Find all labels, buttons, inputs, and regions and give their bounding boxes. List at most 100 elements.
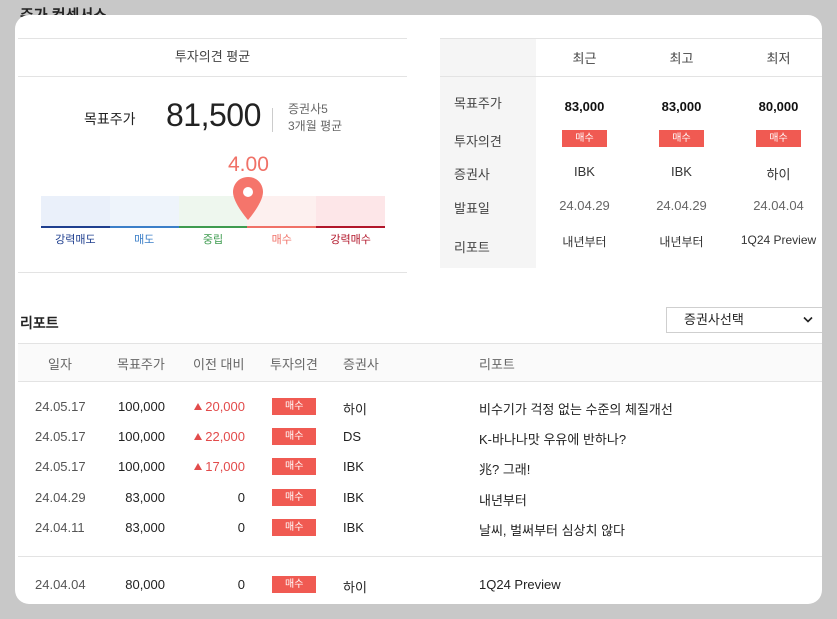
opinion-badge: 매수 (659, 130, 704, 147)
table-row[interactable]: 24.05.17 100,000 22,000 매수 DS K-바나나맛 우유에 반하나? (18, 422, 822, 452)
row-date: 24.04.11 (35, 520, 85, 535)
row-date: 24.05.17 (35, 459, 86, 474)
highest-date: 24.04.29 (656, 198, 707, 213)
highest-target-price: 83,000 (661, 99, 702, 114)
row-broker: 하이 (343, 402, 367, 417)
recent-broker: IBK (574, 164, 595, 179)
lowest-broker: 하이 (766, 167, 791, 182)
opinion-badge: 매수 (272, 489, 317, 506)
row-date: 24.05.17 (35, 429, 86, 444)
table-row[interactable]: 24.05.17 100,000 17,000 매수 IBK 兆? 그래! (18, 452, 822, 482)
row-date: 24.04.04 (35, 577, 86, 592)
row-broker: 하이 (343, 580, 367, 595)
average-period: 3개월 평균 (288, 119, 343, 133)
highest-report-link[interactable]: 내년부터 (659, 235, 704, 249)
broker-select-value: 증권사선택 (684, 312, 744, 327)
header-opinion: 투자의견 (270, 357, 318, 372)
column-header-recent: 최근 (572, 51, 597, 66)
scale-segment-line (178, 226, 248, 228)
lowest-date: 24.04.04 (753, 198, 804, 213)
scale-segment: 매도 (109, 196, 179, 246)
recent-target-price: 83,000 (564, 99, 605, 114)
report-title-link[interactable]: K-바나나맛 우유에 반하나? (479, 432, 627, 447)
target-price-meta: 증권사5 3개월 평균 (288, 101, 342, 135)
header-broker: 증권사 (343, 357, 379, 372)
row-change-value: 22,000 (205, 429, 245, 444)
table-row[interactable]: 24.04.11 83,000 0 매수 IBK 날씨, 벌써부터 심상치 않다 (18, 513, 822, 543)
lowest-target-price: 80,000 (758, 99, 799, 114)
table-row[interactable]: 24.04.29 83,000 0 매수 IBK 내년부터 (18, 483, 822, 513)
row-change-value: 0 (237, 520, 245, 535)
column-header-lowest: 최저 (766, 51, 791, 66)
scale-label: 중립 (202, 234, 224, 246)
scale-segment-line (109, 226, 179, 228)
opinion-badge: 매수 (272, 576, 317, 593)
row-change: 20,000 (168, 399, 245, 414)
header-target-price: 목표주가 (117, 357, 165, 372)
table-row[interactable]: 24.05.17 100,000 20,000 매수 하이 비수기가 걱정 없는 수준의 … (18, 392, 822, 422)
row-target-price: 83,000 (125, 490, 165, 505)
scale-segment-line (41, 226, 110, 228)
row-date: 24.04.29 (35, 490, 86, 505)
row-broker: IBK (343, 520, 364, 535)
opinion-compare-table: 최근 최고 최저 목표주가 투자의견 증권사 발표일 리포트 83,000 83… (440, 38, 822, 268)
row-change: 0 (168, 577, 245, 592)
column-header-highest: 최고 (669, 51, 694, 66)
scale-segment: 강력매도 (41, 196, 110, 246)
scale-segment-fill (41, 196, 110, 226)
report-section-title: 리포트 (20, 315, 59, 331)
row-change-value: 17,000 (205, 459, 245, 474)
target-price-value: 81,500 (166, 97, 261, 133)
row-broker: IBK (343, 490, 364, 505)
report-title-link[interactable]: 兆? 그래! (479, 462, 531, 477)
scale-label: 매도 (134, 234, 155, 246)
scale-label: 매수 (271, 234, 292, 246)
row-label-broker: 증권사 (454, 167, 490, 182)
row-target-price: 80,000 (125, 577, 165, 592)
divider (18, 272, 407, 273)
opinion-badge: 매수 (562, 130, 607, 147)
scale-segment-fill (316, 196, 385, 226)
report-title-link[interactable]: 날씨, 벌써부터 심상치 않다 (479, 523, 626, 538)
triangle-up-icon (194, 403, 203, 410)
opinion-badge: 매수 (272, 428, 317, 445)
recent-report-link[interactable]: 내년부터 (562, 235, 607, 249)
highest-broker: IBK (671, 164, 692, 179)
row-broker: IBK (343, 459, 364, 474)
header-change: 이전 대비 (193, 357, 245, 372)
row-change: 0 (168, 490, 245, 505)
scale-segment-fill (109, 196, 179, 226)
divider (18, 556, 822, 557)
triangle-up-icon (194, 433, 203, 440)
row-change-value: 0 (237, 490, 245, 505)
opinion-average-title: 투자의견 평균 (18, 38, 407, 77)
row-label-opinion: 투자의견 (454, 134, 502, 149)
row-label-report: 리포트 (454, 240, 490, 255)
opinion-badge: 매수 (272, 458, 317, 475)
opinion-badge: 매수 (272, 519, 317, 536)
report-title-link[interactable]: 내년부터 (479, 493, 527, 508)
triangle-up-icon (194, 463, 203, 470)
opinion-badge: 매수 (756, 130, 801, 147)
broker-select-dropdown[interactable]: 증권사선택 (666, 307, 822, 333)
scale-segment: 강력매수 (316, 196, 385, 246)
report-table-header: 일자 목표주가 이전 대비 투자의견 증권사 리포트 (18, 343, 822, 382)
row-target-price: 83,000 (125, 520, 165, 535)
target-price-label: 목표주가 (84, 111, 136, 127)
opinion-badge: 매수 (272, 398, 317, 415)
report-title-link[interactable]: 1Q24 Preview (479, 577, 561, 592)
row-change: 0 (168, 520, 245, 535)
compare-header (440, 38, 822, 77)
scale-segment-line (247, 226, 317, 228)
lowest-report-link[interactable]: 1Q24 Preview (740, 233, 817, 247)
row-date: 24.05.17 (35, 399, 86, 414)
scale-label: 강력매수 (330, 234, 371, 246)
header-report: 리포트 (479, 357, 515, 372)
table-row[interactable]: 24.04.04 80,000 0 매수 하이 1Q24 Preview (18, 570, 822, 600)
row-change-value: 0 (237, 577, 245, 592)
scale-segment-line (316, 226, 385, 228)
recent-date: 24.04.29 (559, 198, 610, 213)
opinion-score: 4.00 (228, 153, 269, 176)
report-title-link[interactable]: 비수기가 걱정 없는 수준의 체질개선 (479, 402, 673, 417)
row-label-target-price: 목표주가 (454, 96, 502, 111)
